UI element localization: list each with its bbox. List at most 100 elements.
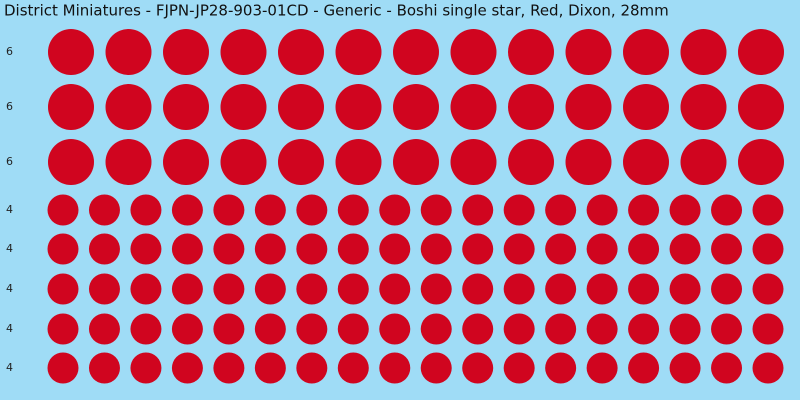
decal-circle [752,273,784,305]
decal-circle [278,29,324,75]
row-size-label: 4 [6,361,13,374]
decal-circle [130,313,162,345]
decal-circle [88,313,120,345]
decal-circle [130,194,162,226]
decal-circle [254,273,286,305]
decal-circle [48,84,94,130]
decal-circle [752,352,784,384]
decal-circle [296,313,328,345]
decal-circle [623,84,669,130]
decal-circle [130,352,162,384]
decal-circle [379,233,411,265]
row-size-label: 6 [6,45,13,58]
decal-circle [503,352,535,384]
decal-circle [296,273,328,305]
decal-circle [623,29,669,75]
decal-circle [220,84,267,130]
decal-circle [171,313,203,345]
decal-circle [628,194,660,226]
decal-circle [545,352,577,384]
decal-circle [711,313,743,345]
decal-circle [503,233,535,265]
decal-circle [220,29,267,75]
decal-circle [462,313,494,345]
decal-circle [213,313,245,345]
decal-circle [88,352,120,384]
decal-circle [171,233,203,265]
decal-circle [278,84,324,130]
decal-circle [508,29,554,75]
row-size-label: 4 [6,322,13,335]
decal-circle [335,29,382,75]
decal-circle [393,84,439,130]
decal-circle [503,194,535,226]
decal-circle [545,273,577,305]
decal-circle [163,139,209,185]
decal-circle [586,352,618,384]
decal-circle [254,352,286,384]
decal-circle [420,273,452,305]
decal-circle [628,273,660,305]
decal-circle [47,233,79,265]
decal-circle [48,139,94,185]
decal-circle [462,352,494,384]
decal-circle [462,194,494,226]
decal-circle [680,29,727,75]
decal-circle [47,352,79,384]
decal-circle [752,233,784,265]
decal-circle [669,273,701,305]
row-size-label: 4 [6,203,13,216]
decal-circle [711,233,743,265]
decal-circle [337,233,369,265]
decal-circle [213,352,245,384]
decal-circle [420,233,452,265]
decal-circle [296,352,328,384]
decal-circle [379,352,411,384]
decal-circle [171,194,203,226]
decal-circle [752,313,784,345]
decal-circle [420,194,452,226]
decal-circle [450,139,497,185]
decal-circle [545,233,577,265]
decal-circle [503,313,535,345]
decal-circle [503,273,535,305]
decal-circle [88,273,120,305]
row-size-label: 6 [6,155,13,168]
decal-circle [545,194,577,226]
decal-circle [393,139,439,185]
decal-circle [379,194,411,226]
decal-circle [565,139,612,185]
decal-circle [47,273,79,305]
decal-circle [254,194,286,226]
decal-circle [296,194,328,226]
decal-circle [450,29,497,75]
decal-circle [586,233,618,265]
decal-circle [462,273,494,305]
decal-circle [669,194,701,226]
decal-circle [393,29,439,75]
decal-circle [738,84,784,130]
decal-circle [254,233,286,265]
decal-circle [420,352,452,384]
decal-circle [337,273,369,305]
decal-circle [586,313,618,345]
decal-circle [254,313,286,345]
decal-circle [47,313,79,345]
decal-circle [213,273,245,305]
decal-circle [680,139,727,185]
decal-circle [462,233,494,265]
decal-circle [565,84,612,130]
decal-circle [623,139,669,185]
decal-circle [88,233,120,265]
decal-circle [337,352,369,384]
decal-circle [47,194,79,226]
decal-circle [48,29,94,75]
decal-circle [213,233,245,265]
decal-circle [628,352,660,384]
decal-circle [105,29,152,75]
row-size-label: 4 [6,242,13,255]
decal-circle [130,273,162,305]
decal-circle [586,194,618,226]
decal-circle [711,194,743,226]
